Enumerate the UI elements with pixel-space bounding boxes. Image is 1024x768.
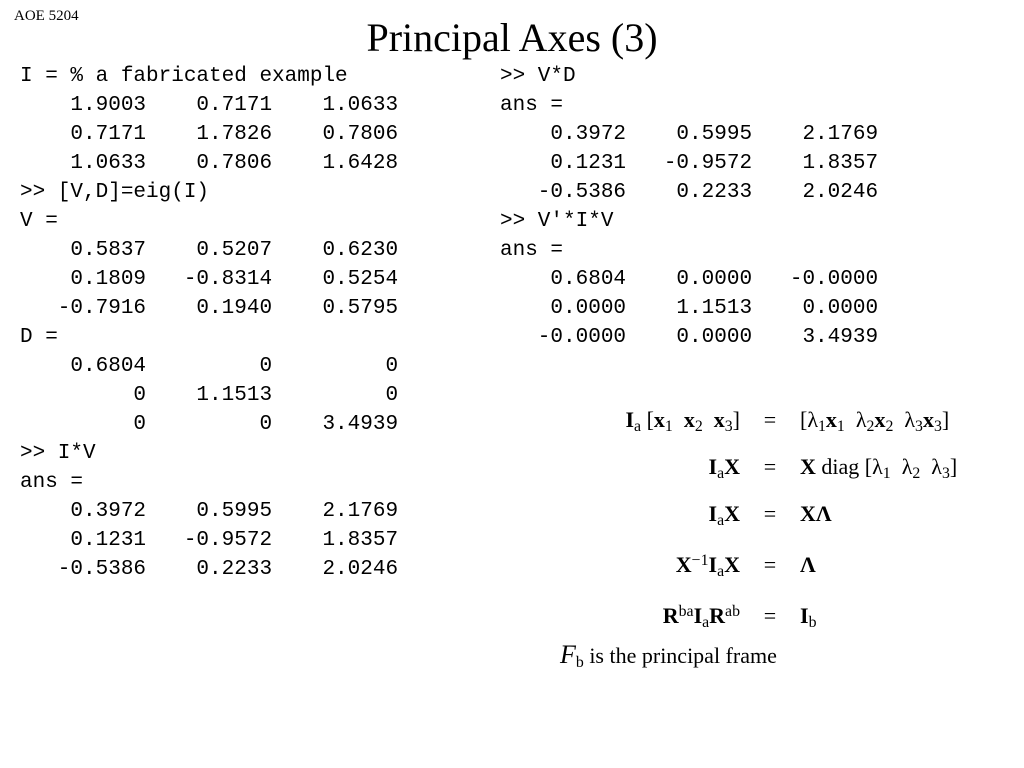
- matlab-right-column: >> V*D ans = 0.3972 0.5995 2.1769 0.1231…: [500, 62, 1000, 352]
- eq-row-1: Ia [x1 x2 x3] = [λ1x1 λ2x2 λ3x3]: [510, 400, 1010, 447]
- page-title: Principal Axes (3): [0, 14, 1024, 61]
- eq-row-5: RbaIaRab = Ib: [510, 592, 1010, 643]
- equation-block: Ia [x1 x2 x3] = [λ1x1 λ2x2 λ3x3] IaX = X…: [510, 400, 1010, 643]
- matlab-left-column: I = % a fabricated example 1.9003 0.7171…: [20, 62, 500, 584]
- eq-row-2: IaX = X diag [λ1 λ2 λ3]: [510, 447, 1010, 494]
- principal-frame-note: Fb is the principal frame: [560, 640, 777, 672]
- frame-note-text: is the principal frame: [584, 643, 777, 668]
- eq-row-3: IaX = XΛ: [510, 494, 1010, 541]
- eq-row-4: X−1IaX = Λ: [510, 541, 1010, 592]
